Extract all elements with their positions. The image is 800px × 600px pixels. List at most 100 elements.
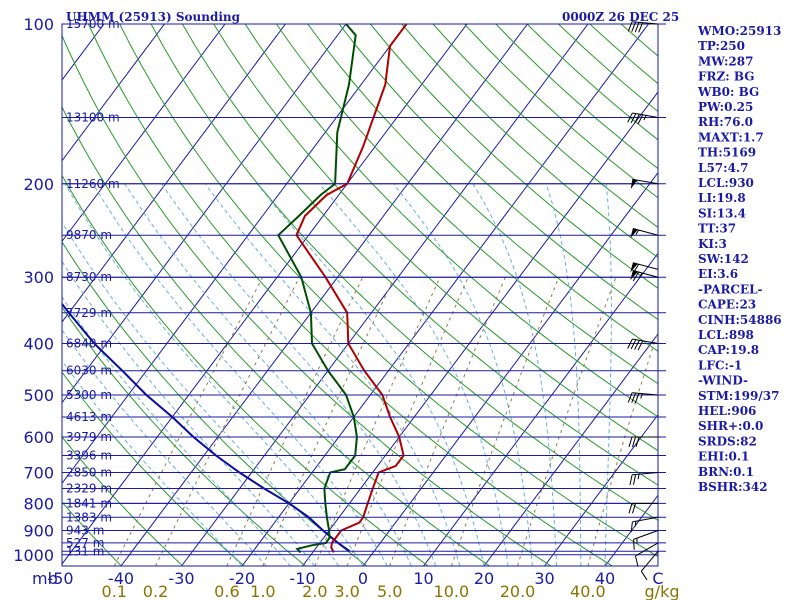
mixing-ratio-tick-label: 0.1 [102,582,127,600]
index-entry: STM:199/37 [698,389,779,403]
temperature-tick-label: -20 [229,569,255,588]
wind-barb-half-flag [637,474,640,480]
dry-adiabat [62,241,368,566]
wind-barb-flag [635,436,640,448]
dry-adiabat [244,24,658,418]
plot-border [61,23,659,567]
height-label: 4613 m [66,410,112,424]
dry-adiabat [213,24,658,452]
moist-adiabat [62,329,267,566]
wind-barb-flag [631,21,637,32]
isotherm-line [62,24,407,485]
wind-barb-half-flag [638,272,643,278]
index-entry: -WIND- [698,374,748,388]
dry-adiabat [62,371,245,566]
pressure-tick-label: 600 [23,428,54,447]
dry-adiabat [401,24,658,259]
dry-adiabat [62,34,552,566]
wind-barb-flag [630,521,633,533]
index-entry: BRN:0.1 [698,465,754,479]
wind-barb-flag [631,392,637,403]
height-label: 2850 m [66,466,112,480]
wind-barb-staff [632,178,659,185]
mixing-ratio-tick-label: 2.0 [302,582,327,600]
dry-adiabat [62,501,122,566]
index-entry: BSHR:342 [698,480,768,494]
wind-barb-pennant [630,262,638,273]
index-entry: SW:142 [698,252,749,266]
dry-adiabat [338,24,658,321]
mixing-ratio-tick-label: 40.0 [570,582,606,600]
wind-barb [634,542,659,567]
wind-barbs [627,21,659,581]
temperature-tick-label: 10 [413,569,433,588]
dry-adiabat [307,24,658,352]
dry-adiabat [370,24,658,289]
height-label: 3979 m [66,430,112,444]
mixing-ratio-tick-label: 20.0 [500,582,536,600]
index-entry: LFC:-1 [698,358,742,372]
wind-barb-flag [634,340,640,350]
wind-barb-flag [633,539,635,550]
isotherm-line [120,24,528,566]
wind-barb-pennant [630,270,638,281]
moist-adiabat [161,183,437,566]
wind-barb [628,502,658,514]
wind-barb-flag [627,392,633,403]
moist-adiabat [392,183,533,566]
mixing-ratio-line [389,277,506,566]
mixing-ratio-tick-label: 1.0 [250,582,275,600]
height-label: 131 m [66,544,104,558]
pressure-tick-label: 200 [23,175,54,194]
wind-barb-flag [628,503,633,514]
isotherm-line [62,24,226,243]
dry-adiabat [150,24,658,522]
wind-barb-pennant [630,228,638,239]
mixing-ratio-line [450,277,560,566]
index-entry: SHR+:0.0 [698,419,763,433]
pressure-tick-label: 900 [23,521,54,540]
axis-labels: 15700 m 13100 m 11260 m 9870 m 8730 m 7729 m 6… [13,15,679,600]
temperature-unit-label: C [652,569,663,588]
height-label: 9870 m [66,228,112,242]
index-entry: MW:287 [698,54,753,68]
wind-barb-staff [632,392,659,396]
index-entry: -PARCEL- [698,282,763,296]
height-label: 15700 m [66,17,120,31]
wind-barb-half-flag [634,521,637,527]
index-entry: WMO:25913 [697,24,781,38]
moist-adiabat [604,183,612,566]
mixing-ratio-line [113,276,264,566]
wind-barb-flag [634,113,640,124]
index-entry: MAXT:1.7 [698,130,764,144]
moist-adiabat [204,183,461,566]
mixing-ratio-line [517,277,617,566]
wind-barb-staff [632,112,659,118]
index-entry: TH:5169 [698,146,756,160]
pressure-tick-label: 300 [23,268,54,287]
index-entry: EHI:0.1 [698,450,749,464]
height-label: 13100 m [66,110,120,124]
mixing-ratio-line [314,276,441,566]
wind-barb [630,270,659,282]
plot-frame [61,23,666,567]
moist-adiabat [64,183,364,566]
isotherm-line [0,24,44,566]
index-entry: SRDS:82 [698,434,757,448]
wind-barb-flag [628,436,633,448]
height-label: 6840 m [66,337,112,351]
pressure-tick-label: 100 [23,15,54,34]
pressure-tick-label: 500 [23,386,54,405]
index-entry: TT:37 [698,222,736,236]
wind-barb-flag [630,113,637,124]
height-label: 8730 m [66,270,112,284]
index-entry: CAPE:23 [698,298,756,312]
index-entry: CINH:54886 [698,313,782,327]
mixing-ratio-tick-label: 0.6 [214,582,239,600]
wind-barb-flag [634,393,640,404]
pressure-tick-label: 1000 [13,546,54,565]
dry-adiabat [87,24,613,566]
wind-barb [629,472,659,486]
